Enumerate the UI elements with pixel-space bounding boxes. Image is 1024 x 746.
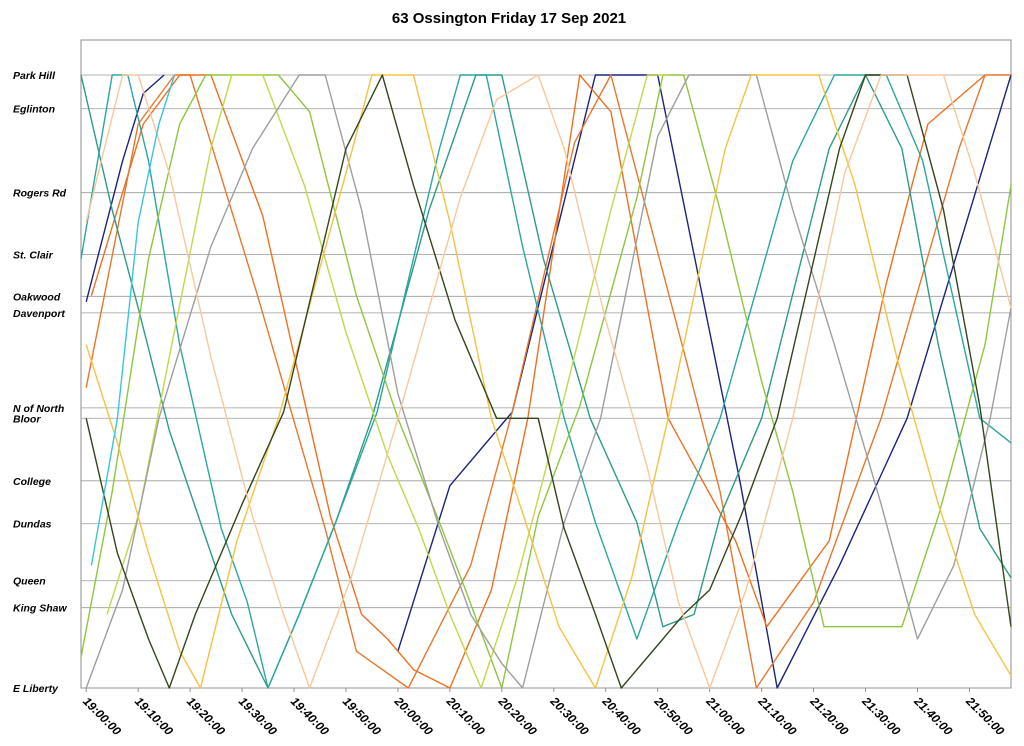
time-tick-label: 19:30:00 [236, 694, 280, 738]
time-tick-label: 19:20:00 [184, 694, 228, 738]
time-tick-label: 19:40:00 [288, 694, 332, 738]
time-tick-label: 21:40:00 [911, 694, 956, 739]
stop-label: Oakwood [13, 291, 61, 303]
trip-line-9 [85, 74, 1012, 689]
stop-label: Queen [13, 576, 46, 588]
time-tick-label: 20:20:00 [495, 694, 540, 739]
stop-label: King Shaw [13, 603, 68, 615]
plot-area [80, 39, 1012, 689]
stop-label: Eglinton [13, 104, 55, 116]
stop-labels: Park Hill Eglinton Rogers Rd St. Clair Oakwo… [13, 70, 68, 695]
time-tick-label: 20:40:00 [599, 694, 644, 739]
stop-label: Park Hill [13, 70, 56, 82]
time-tick-label: 20:30:00 [547, 694, 592, 739]
time-tick-label: 20:00:00 [391, 694, 436, 739]
time-tick-label: 19:00:00 [80, 694, 124, 738]
time-tick-labels: 19:00:00 19:10:00 19:20:00 19:30:00 19:40:00… [80, 688, 1007, 738]
trip-line-7 [80, 74, 1012, 689]
stop-label: College [13, 476, 51, 488]
time-tick-label: 21:00:00 [703, 694, 748, 739]
trip-line-13 [90, 74, 176, 566]
trip-line-1 [85, 74, 165, 302]
time-tick-label: 21:10:00 [755, 694, 800, 739]
stop-label: Davenport [13, 308, 65, 320]
trip-line-8 [106, 74, 669, 689]
trip-line-10 [85, 74, 1012, 689]
trip-line-12 [85, 74, 1012, 689]
trip-line-4 [90, 74, 986, 689]
time-tick-label: 20:50:00 [651, 694, 696, 739]
trip-line-6 [80, 74, 1012, 689]
trip-line-11 [85, 74, 1012, 689]
time-tick-label: 19:50:00 [340, 694, 384, 738]
trip-lines [80, 74, 1012, 689]
trip-line-3 [85, 74, 1011, 689]
time-tick-label: 21:30:00 [859, 694, 904, 739]
stop-label: Rogers Rd [13, 188, 67, 200]
chart-title: 63 Ossington Friday 17 Sep 2021 [392, 10, 626, 27]
stop-label: E Liberty [13, 683, 59, 695]
time-tick-label: 19:10:00 [132, 694, 176, 738]
time-tick-label: 21:20:00 [807, 694, 852, 739]
time-tick-label: 21:50:00 [963, 694, 1008, 739]
trip-line-5 [80, 74, 1012, 689]
stop-label: Bloor [13, 413, 41, 425]
stop-label: St. Clair [13, 250, 54, 262]
stop-label: N of North [13, 403, 64, 415]
time-tick-label: 20:10:00 [443, 694, 488, 739]
stop-label: Dundas [13, 519, 52, 531]
trip-line-2 [397, 74, 1012, 689]
